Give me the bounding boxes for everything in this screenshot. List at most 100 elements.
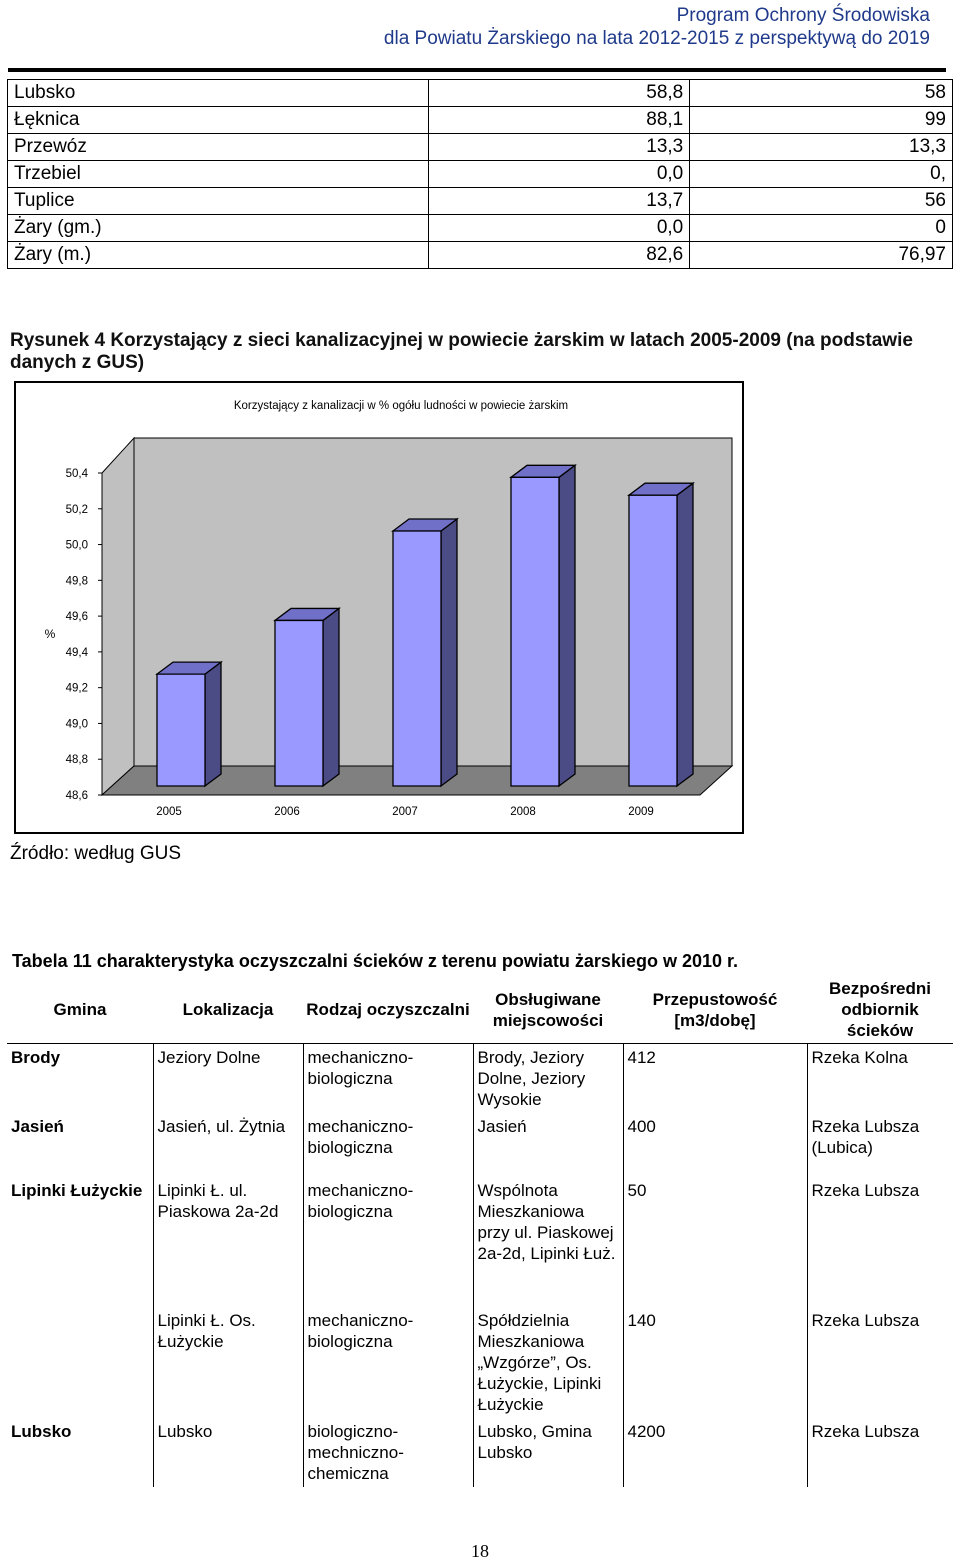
cell-przepustowosc: 412 <box>623 1043 808 1113</box>
table-cell: 13,3 <box>427 133 691 161</box>
y-tick-label: 49,2 <box>66 683 88 695</box>
cell-odbiornik: Rzeka Kolna <box>811 1048 908 1067</box>
cell-rodzaj: biologiczno-mechniczno-chemiczna <box>303 1418 474 1487</box>
y-tick-label: 50,0 <box>66 540 88 552</box>
bar <box>509 464 577 788</box>
table-row: Lipinki Ł. Os. Łużyckie mechaniczno-biol… <box>7 1307 953 1418</box>
bar-chart: Korzystający z kanalizacji w % ogółu lud… <box>45 400 734 818</box>
cell-rodzaj: mechaniczno-biologiczna <box>303 1177 474 1307</box>
cell-lokalizacja: Lipinki Ł. ul. Piaskowa 2a-2d <box>153 1177 304 1307</box>
table-row: Lubsko Lubsko biologiczno-mechniczno-che… <box>7 1418 953 1487</box>
cell-przepustowosc: 4200 <box>623 1418 808 1487</box>
chart-title: Korzystający z kanalizacji w % ogółu lud… <box>234 400 568 412</box>
sewer-data-table: Lubsko 58,8 58 Łęknica 88,1 99 Przewóz 13,3 13… <box>7 79 953 269</box>
table-row: Tuplice 13,7 56 <box>7 187 953 215</box>
cell-przepustowosc: 140 <box>623 1307 808 1418</box>
table-header-row: Gmina Lokalizacja Rodzaj oczyszczalni Ob… <box>7 976 953 1044</box>
cell-lokalizacja: Jeziory Dolne <box>153 1043 304 1113</box>
cell-przepustowosc: 50 <box>623 1177 808 1307</box>
y-tick-label: 49,4 <box>66 647 89 659</box>
y-tick-label: 48,6 <box>66 790 88 802</box>
y-tick-label: 48,8 <box>66 754 88 766</box>
treatment-plants-table: Gmina Lokalizacja Rodzaj oczyszczalni Ob… <box>7 976 953 1487</box>
y-tick-label: 49,0 <box>66 718 88 730</box>
table-cell: 56 <box>689 187 953 215</box>
chart-frame: Korzystający z kanalizacji w % ogółu lud… <box>14 381 744 834</box>
cell-rodzaj: mechaniczno-biologiczna <box>303 1043 474 1113</box>
cell-lokalizacja: Lubsko <box>153 1418 304 1487</box>
table-row: Łęknica 88,1 99 <box>7 106 953 134</box>
cell-lokalizacja: Jasień, ul. Żytnia <box>153 1113 304 1177</box>
page-header: Program Ochrony Środowiska dla Powiatu Ż… <box>384 4 930 50</box>
cell-lokalizacja: Lipinki Ł. Os. Łużyckie <box>153 1307 304 1418</box>
figure-caption: Rysunek 4 Korzystający z sieci kanalizac… <box>10 330 913 373</box>
table-11-caption: Tabela 11 charakterystyka oczyszczalni ś… <box>12 951 739 971</box>
table-row: Lubsko 58,8 58 <box>7 79 953 107</box>
table-cell: Żary (m.) <box>7 241 429 269</box>
table-cell: Łęknica <box>7 106 429 134</box>
header-line-1: Program Ochrony Środowiska <box>676 5 930 26</box>
header-obslugiwane: Obsługiwane miejscowości <box>473 976 623 1044</box>
x-tick-label: 2009 <box>628 806 654 818</box>
table-row: Lipinki Łużyckie Lipinki Ł. ul. Piaskowa… <box>7 1177 953 1307</box>
chart-side-wall <box>101 436 135 797</box>
page-number: 18 <box>471 1541 489 1561</box>
cell-przepustowosc: 400 <box>623 1113 808 1177</box>
y-tick-label: 49,6 <box>66 611 88 623</box>
table-cell: Trzebiel <box>7 160 429 188</box>
table-row: Żary (gm.) 0,0 0 <box>7 214 953 242</box>
table-row: Przewóz 13,3 13,3 <box>7 133 953 161</box>
table-cell: 0,0 <box>427 214 691 242</box>
cell-rodzaj: mechaniczno-biologiczna <box>303 1113 474 1177</box>
cell-miejscowosci: Wspólnota Mieszkaniowa przy ul. Piaskowe… <box>473 1177 624 1307</box>
table-row: Żary (m.) 82,6 76,97 <box>7 241 953 269</box>
cell-rodzaj: mechaniczno-biologiczna <box>303 1307 474 1418</box>
x-tick-label: 2007 <box>392 806 418 818</box>
table-cell: 82,6 <box>427 241 691 269</box>
y-tick-label: 50,2 <box>66 504 88 516</box>
cell-gmina: Brody <box>7 1043 154 1113</box>
table-row: Brody Jeziory Dolne mechaniczno-biologic… <box>7 1043 953 1113</box>
y-tick-label: 50,4 <box>66 468 89 480</box>
table-cell: 99 <box>689 106 953 134</box>
cell-odbiornik: Rzeka Lubsza <box>811 1422 920 1441</box>
table-cell: Tuplice <box>7 187 429 215</box>
y-axis-label: % <box>45 627 56 641</box>
bar <box>391 517 459 788</box>
table-cell: 58 <box>689 79 953 107</box>
cell-gmina: Jasień <box>7 1113 154 1177</box>
x-tick-label: 2008 <box>510 806 536 818</box>
table-row: Trzebiel 0,0 0, <box>7 160 953 188</box>
cell-gmina: Lipinki Łużyckie <box>7 1177 154 1307</box>
table-cell: 76,97 <box>689 241 953 269</box>
table-cell: 13,3 <box>689 133 953 161</box>
cell-gmina: Lubsko <box>7 1418 154 1487</box>
cell-odbiornik: Rzeka Lubsza (Lubica) <box>811 1117 920 1157</box>
cell-odbiornik: Rzeka Lubsza <box>811 1181 920 1200</box>
table-cell: Przewóz <box>7 133 429 161</box>
table-cell: 0 <box>689 214 953 242</box>
cell-odbiornik: Rzeka Lubsza <box>811 1311 920 1330</box>
bar <box>273 607 341 788</box>
table-cell: 13,7 <box>427 187 691 215</box>
header-gmina: Gmina <box>7 976 153 1044</box>
table-cell: 0, <box>689 160 953 188</box>
cell-miejscowosci: Brody, Jeziory Dolne, Jeziory Wysokie <box>473 1043 624 1113</box>
table-cell: Żary (gm.) <box>7 214 429 242</box>
table-cell: 58,8 <box>427 79 691 107</box>
bar <box>627 481 695 788</box>
table-cell: 0,0 <box>427 160 691 188</box>
header-rodzaj: Rodzaj oczyszczalni <box>303 976 473 1044</box>
cell-miejscowosci: Lubsko, Gmina Lubsko <box>473 1418 624 1487</box>
chart-source: Źródło: według GUS <box>10 843 182 864</box>
header-rule <box>8 68 946 72</box>
header-lokalizacja: Lokalizacja <box>153 976 303 1044</box>
header-przepustowosc: Przepustowość [m3/dobę] <box>623 976 807 1044</box>
header-line-2: dla Powiatu Żarskiego na lata 2012-2015 … <box>383 28 930 49</box>
cell-miejscowosci: Jasień <box>473 1113 624 1177</box>
cell-miejscowosci: Spółdzielnia Mieszkaniowa „Wzgórze”, Os.… <box>473 1307 624 1418</box>
x-tick-label: 2005 <box>156 806 182 818</box>
y-tick-label: 49,8 <box>66 575 88 587</box>
cell-gmina <box>7 1307 154 1418</box>
header-odbiornik: Bezpośredni odbiornik ścieków <box>807 976 953 1044</box>
